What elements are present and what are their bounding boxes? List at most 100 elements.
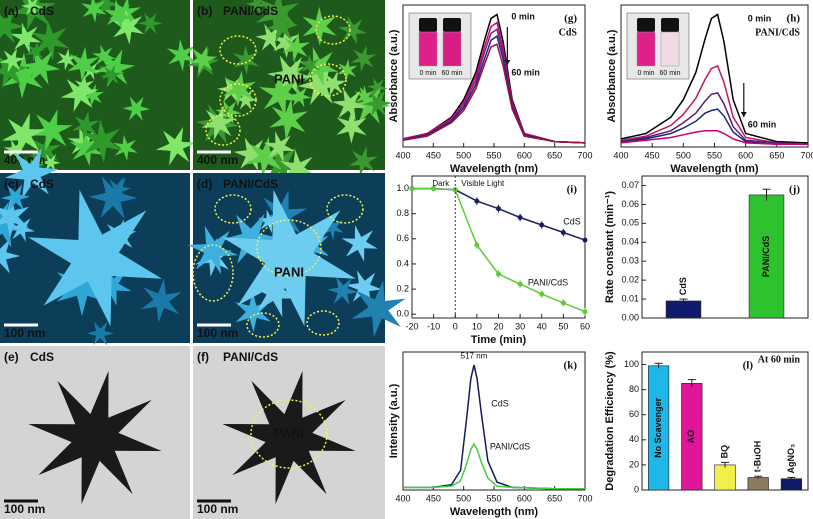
particle bbox=[223, 70, 257, 107]
particle bbox=[341, 225, 378, 262]
marker bbox=[582, 309, 588, 315]
particle bbox=[332, 88, 367, 121]
particle bbox=[269, 98, 308, 141]
y-axis-label: Rate constant (min⁻¹) bbox=[604, 191, 616, 303]
particle bbox=[0, 51, 29, 89]
x-tick-label: 40 bbox=[537, 321, 547, 331]
panel-label: (i) bbox=[567, 184, 578, 196]
x-tick-label: 10 bbox=[472, 321, 482, 331]
particle bbox=[336, 109, 367, 144]
x-tick-label: 400 bbox=[613, 150, 628, 160]
particle bbox=[111, 9, 144, 45]
scale-label: 100 nm bbox=[197, 502, 238, 516]
bar bbox=[665, 300, 702, 319]
particle bbox=[31, 20, 69, 61]
particle bbox=[30, 109, 73, 152]
x-axis-label: Wavelength (nm) bbox=[670, 163, 759, 175]
marker bbox=[539, 222, 545, 228]
y-tick-label: 0.04 bbox=[621, 237, 639, 247]
pani-marker bbox=[326, 194, 364, 224]
inset-label: 60 min bbox=[441, 70, 462, 77]
marker bbox=[496, 206, 501, 212]
particle bbox=[272, 27, 300, 59]
panel-title: CdS bbox=[30, 350, 54, 364]
series-label: PANI/CdS bbox=[528, 277, 568, 287]
pani-marker bbox=[309, 63, 347, 97]
x-tick-label: -10 bbox=[427, 321, 440, 331]
particle bbox=[86, 321, 114, 346]
series-line bbox=[412, 187, 586, 241]
series-line bbox=[620, 108, 808, 146]
inset-label: 0 min bbox=[419, 70, 436, 77]
particle bbox=[302, 6, 337, 46]
x-tick-label: 600 bbox=[517, 493, 532, 503]
particle bbox=[88, 176, 138, 219]
y-tick-label: 0.0 bbox=[396, 309, 409, 319]
bar bbox=[714, 464, 736, 491]
arrow-label: 60 min bbox=[748, 119, 777, 129]
x-tick-label: 450 bbox=[426, 150, 441, 160]
y-tick-label: 20 bbox=[629, 459, 639, 469]
annotation: PANI bbox=[274, 71, 304, 86]
x-tick-label: 700 bbox=[577, 150, 592, 160]
series-line bbox=[402, 43, 586, 144]
particle bbox=[140, 278, 182, 323]
particle bbox=[350, 45, 377, 72]
particle bbox=[25, 41, 46, 62]
y-tick-label: 0.00 bbox=[621, 312, 639, 322]
particle-main bbox=[222, 189, 356, 327]
particle bbox=[56, 257, 108, 317]
series-line bbox=[403, 364, 585, 490]
x-tick-label: 650 bbox=[769, 150, 784, 160]
y-tick-label: 0.05 bbox=[621, 218, 639, 228]
x-tick-label: 700 bbox=[800, 150, 813, 160]
particle bbox=[245, 0, 268, 15]
particle bbox=[320, 71, 347, 97]
region-label: Dark bbox=[432, 179, 450, 188]
x-tick-label: 450 bbox=[426, 493, 441, 503]
particle bbox=[4, 148, 59, 199]
plot-frame bbox=[411, 175, 586, 319]
particle bbox=[233, 137, 270, 172]
category-label: PANI/CdS bbox=[761, 236, 771, 277]
particle bbox=[0, 9, 25, 44]
y-tick-label: 0.02 bbox=[621, 275, 639, 285]
x-tick-label: 450 bbox=[645, 150, 660, 160]
pani-marker bbox=[250, 399, 328, 469]
y-tick-label: 0.4 bbox=[396, 258, 409, 268]
particle bbox=[280, 149, 316, 187]
particle bbox=[188, 45, 218, 74]
vial bbox=[418, 31, 438, 67]
x-tick-label: -20 bbox=[405, 321, 418, 331]
x-tick-label: 600 bbox=[738, 150, 753, 160]
series-label: PANI/CdS bbox=[490, 441, 530, 451]
particle-main bbox=[28, 189, 162, 327]
marker bbox=[474, 242, 480, 248]
marker bbox=[496, 271, 501, 277]
pani-marker bbox=[214, 194, 252, 224]
x-tick-label: 30 bbox=[515, 321, 525, 331]
series-label: CdS bbox=[563, 216, 581, 226]
x-tick-label: 600 bbox=[517, 150, 532, 160]
y-axis-label: Intensity (a.u.) bbox=[388, 383, 400, 458]
panel-title: PANI/CdS bbox=[223, 177, 278, 191]
annotation: PANI bbox=[274, 425, 304, 440]
particle bbox=[336, 58, 358, 82]
category-label: BQ bbox=[719, 445, 729, 459]
particle bbox=[215, 99, 242, 124]
chart-title: CdS bbox=[559, 27, 578, 38]
particle bbox=[71, 111, 100, 141]
y-tick-label: 100 bbox=[624, 359, 639, 369]
marker bbox=[431, 186, 437, 192]
category-label: AO bbox=[686, 430, 696, 444]
x-tick-label: 550 bbox=[486, 150, 501, 160]
x-tick-label: 550 bbox=[707, 150, 722, 160]
particle bbox=[265, 11, 299, 42]
particle bbox=[0, 238, 21, 274]
peak-label: 517 nm bbox=[461, 351, 488, 360]
plot-frame bbox=[402, 351, 586, 491]
panel-label: (l) bbox=[743, 360, 754, 372]
vial-cap bbox=[443, 18, 461, 32]
x-tick-label: 500 bbox=[676, 150, 691, 160]
